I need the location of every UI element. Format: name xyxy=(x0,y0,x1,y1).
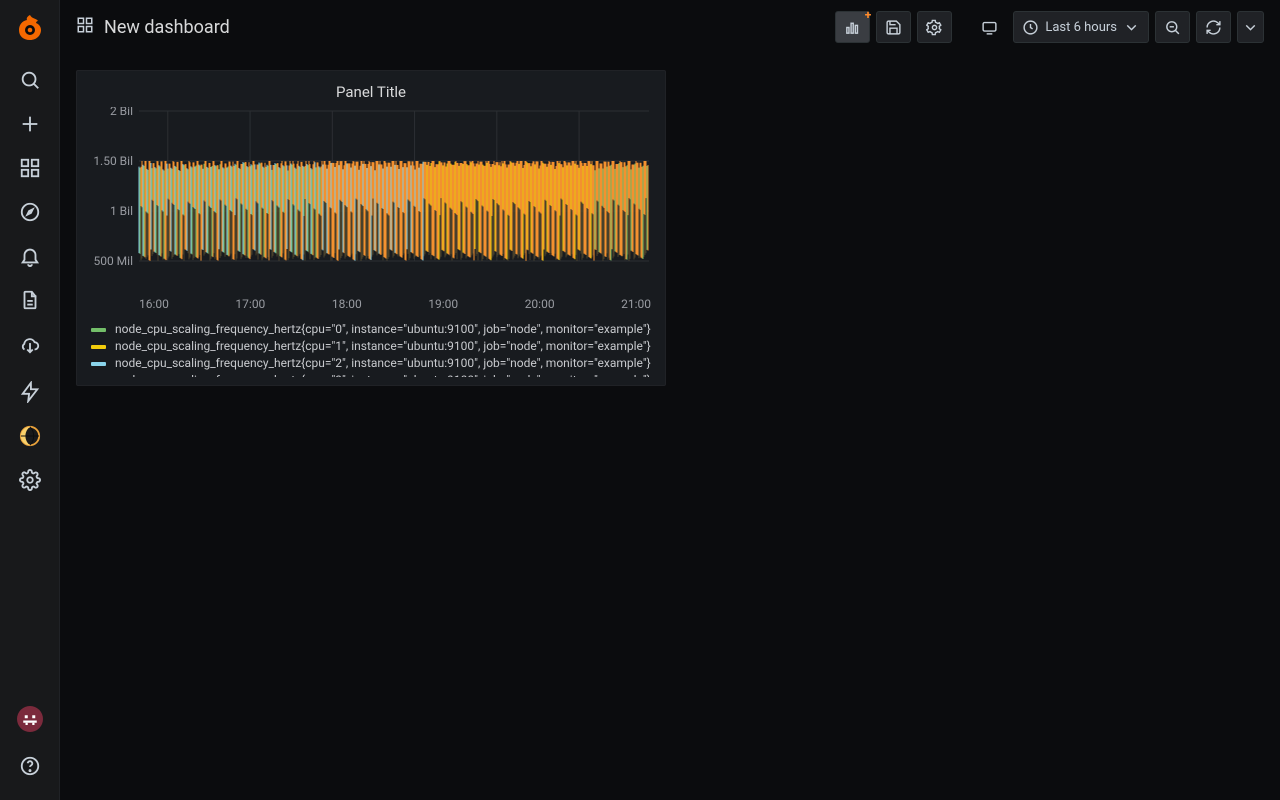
sidebar xyxy=(0,0,60,800)
legend-label: node_cpu_scaling_frequency_hertz{cpu="3"… xyxy=(115,372,651,377)
plus-icon[interactable] xyxy=(10,104,50,144)
user-avatar[interactable] xyxy=(17,706,43,732)
legend: node_cpu_scaling_frequency_hertz{cpu="0"… xyxy=(91,321,651,377)
legend-label: node_cpu_scaling_frequency_hertz{cpu="2"… xyxy=(115,355,651,372)
topbar: New dashboard Last 6 hours xyxy=(60,0,1280,54)
time-range-picker[interactable]: Last 6 hours xyxy=(1013,11,1149,43)
chart[interactable]: 2 Bil 1.50 Bil 1 Bil 500 Mil xyxy=(91,107,651,291)
refresh-interval-button[interactable] xyxy=(1237,11,1264,43)
legend-item[interactable]: node_cpu_scaling_frequency_hertz{cpu="3"… xyxy=(91,372,651,377)
add-panel-button[interactable] xyxy=(835,11,870,43)
search-icon[interactable] xyxy=(10,60,50,100)
legend-item[interactable]: node_cpu_scaling_frequency_hertz{cpu="2"… xyxy=(91,355,651,372)
explore-icon[interactable] xyxy=(10,192,50,232)
settings-button[interactable] xyxy=(917,11,952,43)
time-range-label: Last 6 hours xyxy=(1045,20,1117,35)
globe-icon[interactable] xyxy=(10,416,50,456)
legend-swatch xyxy=(91,328,106,332)
zoom-out-button[interactable] xyxy=(1155,11,1190,43)
grafana-logo[interactable] xyxy=(14,12,46,44)
alerting-icon[interactable] xyxy=(10,236,50,276)
clock-icon xyxy=(1022,19,1039,36)
legend-label: node_cpu_scaling_frequency_hertz{cpu="0"… xyxy=(115,321,651,338)
legend-label: node_cpu_scaling_frequency_hertz{cpu="1"… xyxy=(115,338,651,355)
refresh-button[interactable] xyxy=(1196,11,1231,43)
cloud-download-icon[interactable] xyxy=(10,324,50,364)
tv-mode-button[interactable] xyxy=(972,11,1007,43)
legend-swatch xyxy=(91,345,106,349)
page-title[interactable]: New dashboard xyxy=(104,17,230,38)
chevron-down-icon xyxy=(1123,19,1140,36)
x-axis-labels: 16:0017:0018:0019:0020:0021:00 xyxy=(91,297,651,311)
document-icon[interactable] xyxy=(10,280,50,320)
svg-text:1.50 Bil: 1.50 Bil xyxy=(93,154,133,168)
panel-title: Panel Title xyxy=(91,83,651,101)
dashboards-icon[interactable] xyxy=(10,148,50,188)
svg-text:500 Mil: 500 Mil xyxy=(93,254,133,268)
dashboards-breadcrumb-icon[interactable] xyxy=(76,16,94,39)
legend-item[interactable]: node_cpu_scaling_frequency_hertz{cpu="0"… xyxy=(91,321,651,338)
lightning-icon[interactable] xyxy=(10,372,50,412)
gear-icon[interactable] xyxy=(10,460,50,500)
save-button[interactable] xyxy=(876,11,911,43)
help-icon[interactable] xyxy=(10,746,50,786)
legend-item[interactable]: node_cpu_scaling_frequency_hertz{cpu="1"… xyxy=(91,338,651,355)
panel[interactable]: Panel Title 2 Bil 1.50 Bil 1 Bil 500 Mil 16… xyxy=(76,70,666,386)
svg-text:2 Bil: 2 Bil xyxy=(110,107,133,118)
svg-text:1 Bil: 1 Bil xyxy=(110,204,133,218)
legend-swatch xyxy=(91,362,106,366)
